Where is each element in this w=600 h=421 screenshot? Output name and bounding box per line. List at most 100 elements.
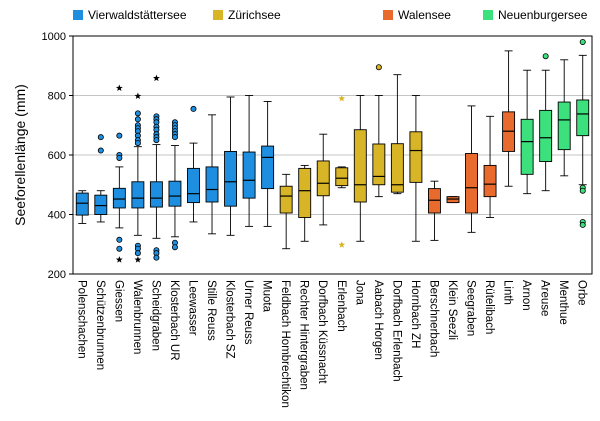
y-tick-label: 400 [48, 210, 66, 222]
box-klosterbach-sz [224, 96, 238, 236]
box-iqr [261, 145, 275, 190]
box-iqr [483, 164, 497, 198]
x-tick-label: Klosterbach SZ [224, 280, 236, 359]
outlier-point [134, 110, 141, 117]
outlier-point [134, 140, 141, 147]
box-scheidgraben [149, 74, 163, 261]
box-iqr [242, 151, 256, 199]
x-tick-label: Dorfbach Erlenbach [390, 280, 402, 382]
box-r-telibach [483, 115, 497, 218]
box-iqr [112, 187, 126, 209]
x-tick-label: Hornbach ZH [409, 280, 421, 348]
legend-label: Neuenburgersee [498, 8, 588, 22]
x-tick-label: Walenbrunnen [131, 280, 143, 354]
box-polenschachen [75, 190, 89, 224]
x-tick-label: Areuse [539, 280, 551, 316]
x-tick-label: Schützenbrunnen [94, 280, 106, 370]
outlier-point [116, 245, 123, 252]
box-erlenbach [335, 94, 349, 248]
box-leewasser [187, 105, 200, 223]
box-menthue [557, 59, 571, 177]
x-tick-label: Seegraben [465, 280, 477, 336]
box-iqr [298, 167, 312, 218]
box-iqr [372, 143, 386, 186]
outlier-point [134, 116, 141, 123]
legend-item: Zürichsee [213, 8, 281, 22]
x-tick-label: Rütelibach [483, 280, 495, 334]
outlier-point [153, 137, 160, 144]
box-rechter-hintergraben [298, 164, 312, 242]
x-tick-label: Menthue [557, 280, 569, 325]
box-iqr [168, 180, 182, 207]
x-tick-label: Stille Reuss [205, 280, 217, 341]
box-iqr [539, 109, 553, 162]
box-iqr [335, 167, 349, 187]
outlier-point [134, 250, 141, 257]
box-urner-reuss [242, 95, 256, 227]
outlier-point [97, 134, 104, 141]
y-axis-ticks: 200 400 600 800 1000 [42, 31, 73, 281]
legend-swatch [73, 10, 83, 20]
y-tick-label: 200 [48, 269, 66, 281]
box-sch-tzenbrunnen [94, 134, 108, 223]
outlier-point [579, 221, 586, 228]
x-tick-label: Dorfbach Küssnacht [316, 280, 328, 384]
x-tick-label: Feldbach Hombrechtikon [279, 280, 291, 408]
box-iqr [520, 118, 534, 175]
box-iqr [187, 167, 200, 204]
x-tick-label: Muota [261, 280, 273, 313]
box-jona [353, 95, 367, 242]
plot-frame [72, 35, 593, 275]
extreme-point [115, 84, 123, 91]
box-iqr [224, 150, 238, 207]
x-tick-label: Giessen [112, 280, 124, 322]
extreme-point [134, 92, 142, 100]
box-iqr [316, 160, 330, 197]
extreme-point [338, 94, 346, 102]
box-orbe [576, 38, 590, 228]
box-areuse [539, 53, 553, 192]
box-dorfbach-k-ssnacht [316, 133, 330, 226]
extreme-point [338, 241, 346, 248]
y-axis-title: Seeforellenlänge (mm) [12, 84, 28, 226]
box-iqr [353, 129, 367, 203]
box-klosterbach-ur [168, 119, 182, 251]
box-feldbach-hombrechtikon [279, 173, 293, 250]
box-iqr [576, 99, 590, 137]
legend-item: Walensee [383, 8, 451, 22]
y-tick-label: 600 [48, 150, 66, 162]
box-iqr [94, 194, 108, 215]
legend-swatch [483, 10, 493, 20]
x-tick-label: Rechter Hintergraben [298, 280, 310, 390]
box-walenbrunnen [131, 92, 145, 263]
extreme-point [115, 256, 123, 263]
x-tick-label: Orbe [576, 280, 588, 306]
legend: Vierwaldstättersee Zürichsee Walensee Neuen… [73, 8, 588, 22]
box-arnon [520, 69, 534, 195]
outlier-point [116, 154, 123, 161]
box-iqr [149, 181, 163, 208]
box-aabach-horgen [372, 64, 386, 198]
extreme-point [152, 74, 160, 82]
x-tick-label: Polenschachen [75, 280, 87, 359]
x-tick-label: Aabach Horgen [372, 280, 384, 360]
x-tick-label: Klein Seezli [446, 280, 458, 340]
outlier-point [171, 244, 178, 251]
y-tick-label: 800 [48, 91, 66, 103]
legend-label: Walensee [398, 8, 451, 22]
outlier-point [97, 147, 104, 154]
box-iqr [390, 143, 404, 193]
box-seegraben [465, 105, 478, 233]
outlier-point [190, 105, 197, 112]
box-klein-seezli [446, 196, 460, 204]
x-tick-label: Scheidgraben [149, 280, 161, 351]
legend-label: Zürichsee [228, 8, 281, 22]
box-iqr [75, 192, 89, 216]
box-iqr [465, 153, 478, 214]
box-giessen [112, 84, 126, 263]
extreme-point [134, 256, 142, 263]
legend-label: Vierwaldstättersee [88, 8, 187, 22]
x-tick-label: Leewasser [187, 280, 199, 336]
y-tick-label: 1000 [42, 31, 66, 43]
